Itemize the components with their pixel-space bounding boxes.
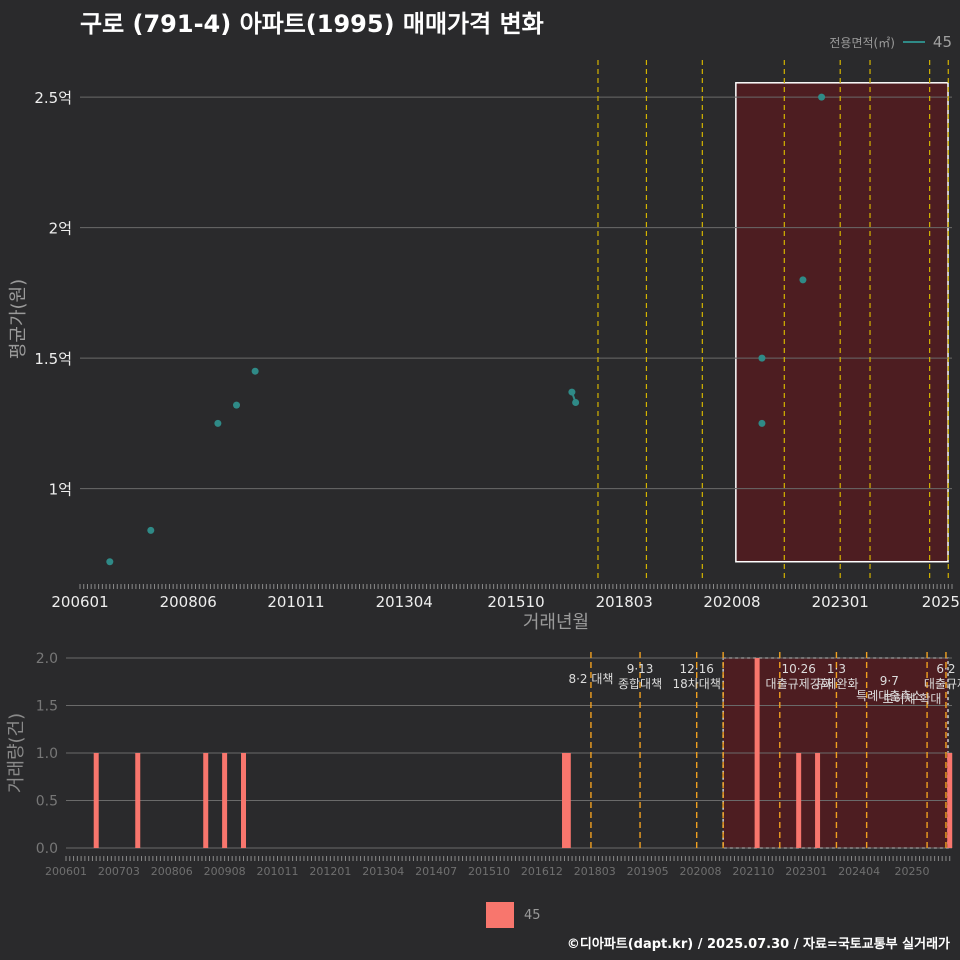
data-point <box>214 419 222 427</box>
data-point <box>799 276 807 284</box>
data-point <box>233 401 241 409</box>
bar <box>93 753 99 848</box>
policy-annotation: 특례대출축소 <box>856 689 922 703</box>
data-point <box>572 399 580 407</box>
legend-top: 전용면적(㎡) 45 <box>829 33 952 51</box>
x-tick-label-bottom: 201612 <box>521 865 563 878</box>
x-tick-label: 201510 <box>487 593 544 611</box>
legend-value: 45 <box>932 33 952 51</box>
y-axis-title: 평균가(원) <box>8 279 29 359</box>
bar-legend-label: 45 <box>524 907 541 923</box>
chart-svg: 1억 1.5억 2억 2.5억 200601 200806 201011 201304 2015… <box>6 60 960 878</box>
x-tick-label-bottom: 201011 <box>256 865 298 878</box>
bar <box>562 753 568 848</box>
x-tick-label-bottom: 202008 <box>679 865 721 878</box>
x-tick-label-bottom: 201304 <box>362 865 404 878</box>
y-tick-label-bottom: 1.0 <box>36 746 58 762</box>
bar <box>947 753 953 848</box>
policy-annotation: 8·2 대책 <box>568 671 613 686</box>
x-tick-label: 201304 <box>376 593 433 611</box>
footer-credit: ©디아파트(dapt.kr) / 2025.07.30 / 자료=국토교통부 실… <box>566 937 950 952</box>
policy-annotation: 10·26 <box>781 662 815 676</box>
x-tick-label-bottom: 202301 <box>785 865 827 878</box>
chart-title: 구로 (791-4) 아파트(1995) 매매가격 변화 <box>80 10 544 38</box>
bar <box>222 753 228 848</box>
x-tick-label: 202301 <box>812 593 869 611</box>
bar <box>135 753 141 848</box>
policy-annotation: 규제완화 <box>814 677 858 691</box>
bar <box>796 753 802 848</box>
data-point <box>147 526 155 534</box>
data-point <box>568 388 576 396</box>
y-tick-label: 1억 <box>49 481 72 499</box>
policy-annotation: 종합대책 <box>618 676 662 691</box>
y-tick-label-bottom: 0.0 <box>36 841 58 857</box>
x-tick-label-bottom: 201803 <box>574 865 616 878</box>
data-point <box>758 419 766 427</box>
policy-annotation: 대출규제강화 <box>766 677 832 691</box>
data-point <box>758 354 766 362</box>
x-tick-label: 201011 <box>267 593 324 611</box>
bar <box>815 753 821 848</box>
x-tick-label-bottom: 201905 <box>627 865 669 878</box>
legend-bottom: 45 <box>486 902 541 928</box>
policy-annotation: 토허제 확대 <box>882 692 941 706</box>
x-tick-label: 200806 <box>160 593 217 611</box>
legend-title: 전용면적(㎡) <box>829 35 895 50</box>
policy-annotation: 18차대책 <box>673 676 721 691</box>
x-tick-label: 201803 <box>596 593 653 611</box>
policy-annotation: 12·16 <box>680 662 714 676</box>
x-tick-label: 202008 <box>703 593 760 611</box>
bar <box>241 753 247 848</box>
policy-annotation: 9·13 <box>627 662 654 676</box>
legend-line-icon <box>902 41 925 43</box>
x-axis-title: 거래년월 <box>523 612 589 633</box>
x-tick-label-bottom: 200806 <box>151 865 193 878</box>
data-point <box>106 558 114 566</box>
y-tick-label-bottom: 2.0 <box>36 651 58 667</box>
x-tick-label: 200601 <box>51 593 108 611</box>
x-tick-label-bottom: 202404 <box>838 865 880 878</box>
x-tick-label-bottom: 200601 <box>45 865 87 878</box>
x-tick-label-bottom: 201407 <box>415 865 457 878</box>
x-tick-label-bottom: 201201 <box>309 865 351 878</box>
bar-legend-swatch <box>486 902 514 928</box>
y-tick-label-bottom: 0.5 <box>36 794 58 810</box>
policy-annotation: 9·7 <box>880 674 899 688</box>
bar <box>565 753 571 848</box>
y-tick-label: 1.5억 <box>34 350 72 368</box>
bar <box>203 753 209 848</box>
bar <box>754 658 760 848</box>
x-tick-label-bottom: 200703 <box>98 865 140 878</box>
x-tick-label-bottom: 201510 <box>468 865 510 878</box>
policy-annotation: 대출규제 <box>924 677 960 691</box>
data-point <box>818 93 826 101</box>
x-tick-label-bottom: 202110 <box>732 865 774 878</box>
x-tick-label-bottom: 200908 <box>204 865 246 878</box>
data-point <box>251 367 259 375</box>
policy-annotation: 1·3 <box>827 662 846 676</box>
y-tick-label-bottom: 1.5 <box>36 699 58 715</box>
policy-annotation: 6·2 <box>936 662 955 676</box>
x-tick-label-bottom: 20250 <box>894 865 929 878</box>
y-tick-label: 2.5억 <box>34 89 72 107</box>
y-tick-label: 2억 <box>49 220 72 238</box>
highlight-region <box>735 82 949 563</box>
x-tick-label: 2025 <box>922 593 960 611</box>
y-axis-title-bottom: 거래량(건) <box>6 713 27 793</box>
